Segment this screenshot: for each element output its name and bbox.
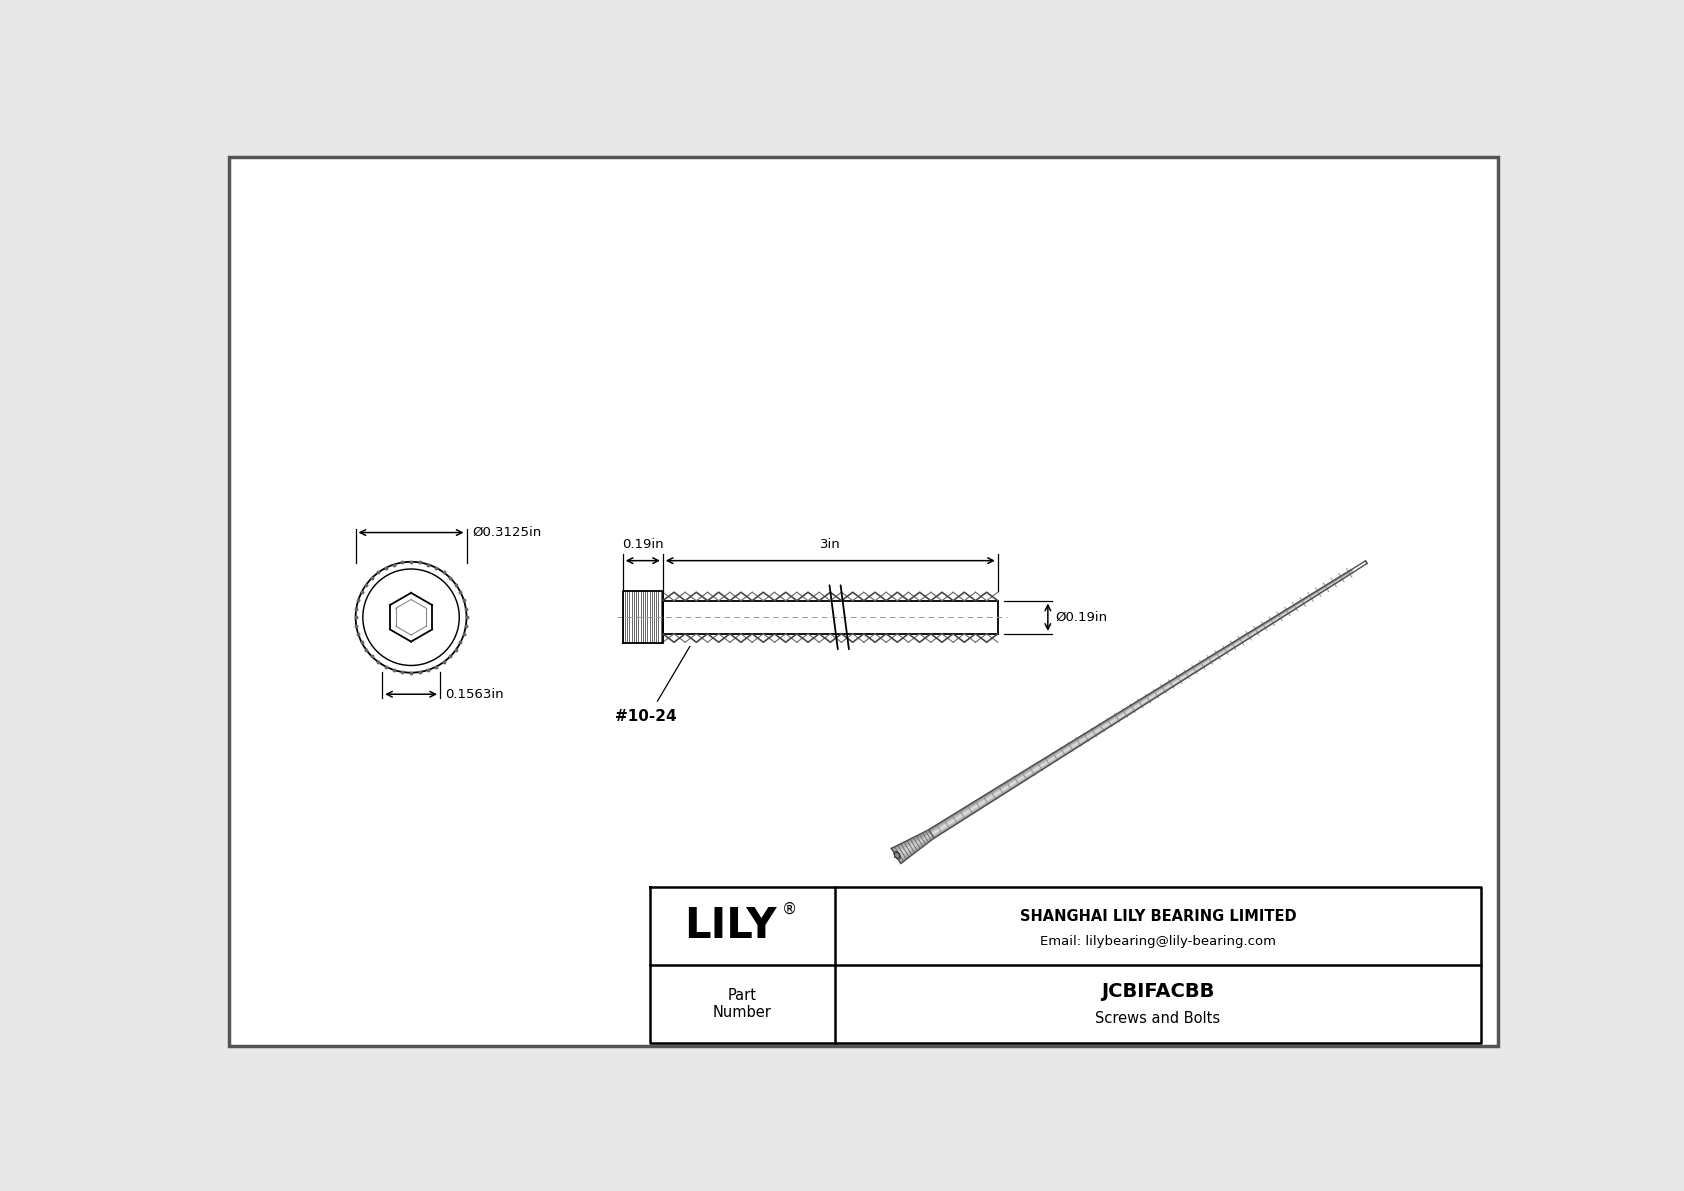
- Text: 0.1563in: 0.1563in: [445, 687, 504, 700]
- Text: 0.19in: 0.19in: [621, 537, 663, 550]
- Text: ®: ®: [783, 902, 798, 917]
- Text: SHANGHAI LILY BEARING LIMITED: SHANGHAI LILY BEARING LIMITED: [1019, 909, 1297, 924]
- FancyBboxPatch shape: [229, 157, 1497, 1046]
- Text: JCBIFACBB: JCBIFACBB: [1101, 981, 1214, 1000]
- Text: Part
Number: Part Number: [712, 989, 771, 1021]
- Text: LILY: LILY: [684, 905, 776, 947]
- Text: 3in: 3in: [820, 537, 840, 550]
- Text: #10-24: #10-24: [615, 709, 677, 724]
- Text: Ø0.3125in: Ø0.3125in: [472, 526, 541, 540]
- Text: Ø0.19in: Ø0.19in: [1056, 611, 1108, 624]
- Text: Email: lilybearing@lily-bearing.com: Email: lilybearing@lily-bearing.com: [1041, 935, 1276, 948]
- Text: Screws and Bolts: Screws and Bolts: [1095, 1010, 1221, 1025]
- Ellipse shape: [894, 852, 901, 859]
